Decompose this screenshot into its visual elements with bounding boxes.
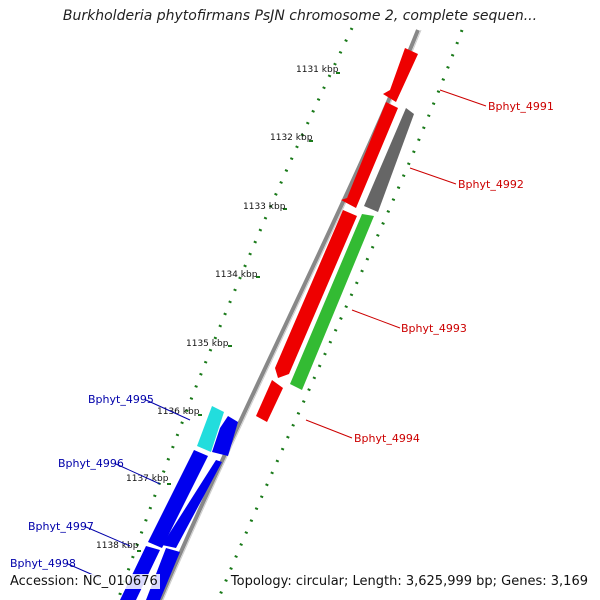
gene-label-bphyt-4993[interactable]: Bphyt_4993 [401, 322, 467, 335]
accession-text: Accession: NC_010676 [8, 574, 160, 589]
gene-bphyt-4994-tail[interactable] [256, 380, 283, 422]
gene-label-bphyt-4995[interactable]: Bphyt_4995 [88, 393, 154, 406]
kbp-label-1134: 1134 kbp [215, 270, 258, 280]
gene-label-bphyt-4996[interactable]: Bphyt_4996 [58, 457, 124, 470]
gene-bphyt-4993-green[interactable] [290, 214, 374, 390]
gene-bphyt-4991[interactable] [383, 48, 418, 102]
kbp-label-1131: 1131 kbp [296, 65, 339, 75]
gene-bphyt-4995[interactable] [197, 406, 224, 452]
forward-label-leaders [305, 89, 487, 439]
backbone-ring [158, 29, 420, 600]
inner-tick-ruler [116, 27, 354, 600]
backbone-highlight [162, 29, 422, 600]
gene-bphyt-4994[interactable] [275, 210, 357, 378]
gene-bphyt-4997[interactable] [162, 460, 222, 548]
kbp-label-1133: 1133 kbp [243, 202, 286, 212]
kbp-label-1132: 1132 kbp [270, 133, 313, 143]
kbp-label-1136: 1136 kbp [157, 407, 200, 417]
kbp-label-1137: 1137 kbp [126, 474, 169, 484]
outer-tick-ruler [216, 29, 464, 600]
kbp-label-1135: 1135 kbp [186, 339, 229, 349]
gene-bphyt-4992[interactable] [364, 108, 414, 212]
map-title: Burkholderia phytofirmans PsJN chromosom… [62, 8, 538, 24]
gene-label-bphyt-4994[interactable]: Bphyt_4994 [354, 432, 420, 445]
gene-label-bphyt-4998[interactable]: Bphyt_4998 [10, 557, 76, 570]
gene-bphyt-4996[interactable] [148, 450, 208, 548]
kbp-tick-marks [137, 72, 340, 552]
gene-label-bphyt-4991[interactable]: Bphyt_4991 [488, 100, 554, 113]
kbp-label-1138: 1138 kbp [96, 541, 139, 551]
reverse-label-leaders [67, 399, 191, 579]
topology-summary: Topology: circular; Length: 3,625,999 bp… [228, 574, 590, 589]
gene-bphyt-4996-small[interactable] [212, 416, 238, 456]
gene-bphyt-4993-red[interactable] [341, 102, 398, 208]
gene-label-bphyt-4992[interactable]: Bphyt_4992 [458, 178, 524, 191]
gene-label-bphyt-4997[interactable]: Bphyt_4997 [28, 520, 94, 533]
